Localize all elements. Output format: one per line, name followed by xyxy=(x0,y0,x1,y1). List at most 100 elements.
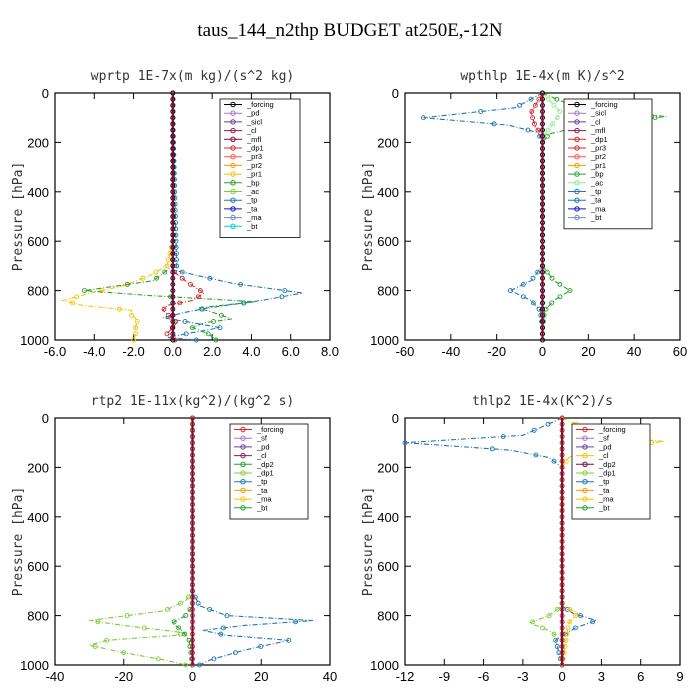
data-point-ac xyxy=(557,109,563,114)
data-point-bp xyxy=(543,306,549,312)
data-point-bp xyxy=(544,133,550,139)
x-tick-label: 2.0 xyxy=(203,344,221,359)
legend-marker-pr1 xyxy=(574,162,580,169)
legend-label-bt: _bt xyxy=(246,222,258,231)
legend-label-dp1: _dp1 xyxy=(246,144,264,153)
x-tick-label: -12 xyxy=(396,669,415,684)
data-point-tp xyxy=(520,294,526,300)
y-tick-label: 400 xyxy=(377,510,399,525)
y-tick-label: 800 xyxy=(27,284,49,299)
data-point-dp2 xyxy=(186,637,192,643)
x-tick-label: -9 xyxy=(439,669,451,684)
legend-marker-bt xyxy=(240,505,246,511)
legend-label-dp1: _dp1 xyxy=(590,135,608,144)
data-point-tp xyxy=(195,600,201,606)
legend-label-dp2: _dp2 xyxy=(598,460,616,469)
data-point-tp xyxy=(578,613,583,619)
legend-marker-sicl xyxy=(230,119,236,125)
data-point-bp xyxy=(82,288,87,294)
series-line-dp1 xyxy=(89,418,194,666)
legend-label-pr2: _pr2 xyxy=(590,152,606,161)
data-point-dp1 xyxy=(532,102,538,108)
data-point-tp xyxy=(193,337,199,343)
legend: _forcing_sf_pd_cl_dp2_dp1_tp_ta_ma_bt xyxy=(229,423,309,520)
legend-marker-ac xyxy=(574,180,580,186)
data-point-cl xyxy=(567,606,573,612)
legend-label-tp: _tp xyxy=(598,477,609,486)
data-point-dp1 xyxy=(178,600,183,606)
data-point-pr1 xyxy=(133,325,138,331)
data-point-dp1 xyxy=(530,115,536,121)
x-tick-label: -6 xyxy=(478,669,490,684)
y-tick-label: 1000 xyxy=(370,333,399,348)
x-tick-label: -2.0 xyxy=(122,344,144,359)
legend-label-cl: _cl xyxy=(246,126,257,135)
legend-marker-bp xyxy=(574,171,580,177)
x-tick-label: -6.0 xyxy=(44,344,66,359)
data-point-tp xyxy=(533,452,539,458)
legend-marker-ta xyxy=(240,487,246,494)
legend-marker-forcing xyxy=(574,101,580,108)
x-tick-label: 9 xyxy=(676,669,683,684)
legend-marker-bt xyxy=(582,505,588,511)
legend-label-mfl: _mfl xyxy=(590,126,606,135)
legend-marker-dp2 xyxy=(582,461,588,468)
data-point-tp xyxy=(528,96,534,102)
x-tick-label: 6 xyxy=(637,669,644,684)
data-point-bp xyxy=(544,269,550,275)
data-point-tp xyxy=(217,325,223,331)
legend-label-tp: _tp xyxy=(590,187,601,196)
legend-label-sf: _sf xyxy=(598,434,610,443)
data-point-tp xyxy=(196,662,202,668)
data-point-tp xyxy=(233,650,238,656)
legend-label-ac: _ac xyxy=(246,187,259,196)
y-tick-label: 1000 xyxy=(20,333,49,348)
y-axis-label: Pressure [hPa] xyxy=(361,162,376,272)
data-point-cl xyxy=(564,631,570,637)
y-axis-label: Pressure [hPa] xyxy=(11,487,26,597)
data-point-dp1 xyxy=(183,662,189,668)
data-point-dp1 xyxy=(529,109,535,114)
data-point-tp xyxy=(224,613,230,619)
chart-panel-wpthlp: wpthlp 1E-4x(m K)/s^2 Pressure [hPa] -60 -4… xyxy=(361,69,687,359)
y-tick-label: 600 xyxy=(27,234,49,249)
legend-marker-ma xyxy=(582,496,588,502)
x-tick-label: -40 xyxy=(441,344,460,359)
data-point-tp xyxy=(293,619,299,625)
data-point-dp1 xyxy=(188,281,193,287)
data-point-dp1 xyxy=(121,650,127,656)
y-tick-label: 600 xyxy=(377,234,399,249)
legend-marker-ma xyxy=(574,206,580,212)
data-point-ac xyxy=(550,121,556,127)
legend-box xyxy=(571,423,651,520)
legend-marker-pr2 xyxy=(574,154,580,160)
legend-marker-ta xyxy=(582,487,588,494)
series-line-tp xyxy=(423,92,544,340)
legend-marker-pr3 xyxy=(574,145,580,151)
data-point-dp1 xyxy=(535,127,541,133)
data-point-dp1 xyxy=(92,644,98,649)
legend-marker-tp xyxy=(574,188,580,195)
data-point-tp xyxy=(572,625,578,631)
data-point-tp xyxy=(207,275,213,281)
data-point-bp xyxy=(124,281,130,287)
legend-marker-pr2 xyxy=(230,162,236,169)
data-point-pr1 xyxy=(164,263,170,269)
series-line-tp xyxy=(404,417,598,666)
data-point-dp1 xyxy=(546,613,552,619)
x-tick-label: 4.0 xyxy=(242,344,260,359)
x-tick-label: 0 xyxy=(189,669,196,684)
data-point-dp1 xyxy=(104,637,110,643)
legend-label-ac: _ac xyxy=(590,178,603,187)
legend-label-dp1: _dp1 xyxy=(256,469,274,478)
legend-marker-dp2 xyxy=(240,461,246,468)
data-point-bp xyxy=(557,294,563,300)
legend-marker-cl xyxy=(574,119,580,125)
legend-label-bt: _bt xyxy=(598,503,610,512)
data-point-pr1 xyxy=(74,294,80,300)
y-tick-label: 400 xyxy=(377,185,399,200)
x-tick-label: 0 xyxy=(559,669,566,684)
legend-marker-forcing xyxy=(240,426,246,433)
legend: _forcing_pd_sicl_cl_mfl_dp1_pr3_pr2_pr1_… xyxy=(219,98,301,238)
panel-title: thlp2 1E-4x(K^2)/s xyxy=(472,394,613,409)
